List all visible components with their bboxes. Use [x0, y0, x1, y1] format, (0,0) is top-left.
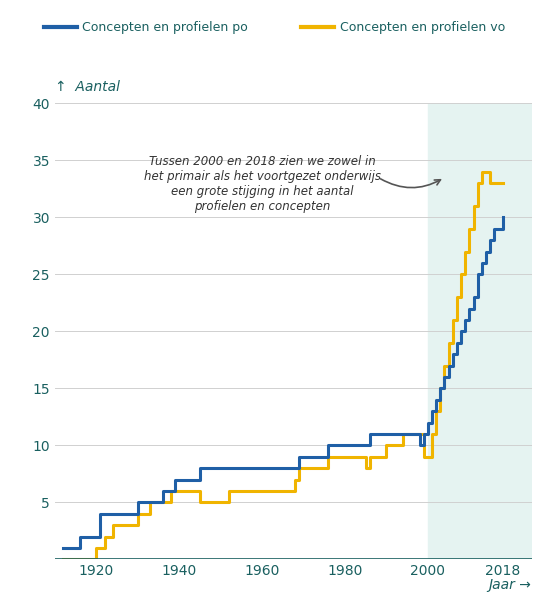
Text: Concepten en profielen po: Concepten en profielen po	[82, 21, 248, 34]
Text: Concepten en profielen vo: Concepten en profielen vo	[340, 21, 505, 34]
Bar	[428, 103, 532, 559]
Text: Jaar →: Jaar →	[489, 578, 532, 592]
Text: Tussen 2000 en 2018 zien we zowel in
het primair als het voortgezet onderwijs
ee: Tussen 2000 en 2018 zien we zowel in het…	[144, 154, 381, 213]
Text: ↑  Aantal: ↑ Aantal	[55, 80, 120, 94]
